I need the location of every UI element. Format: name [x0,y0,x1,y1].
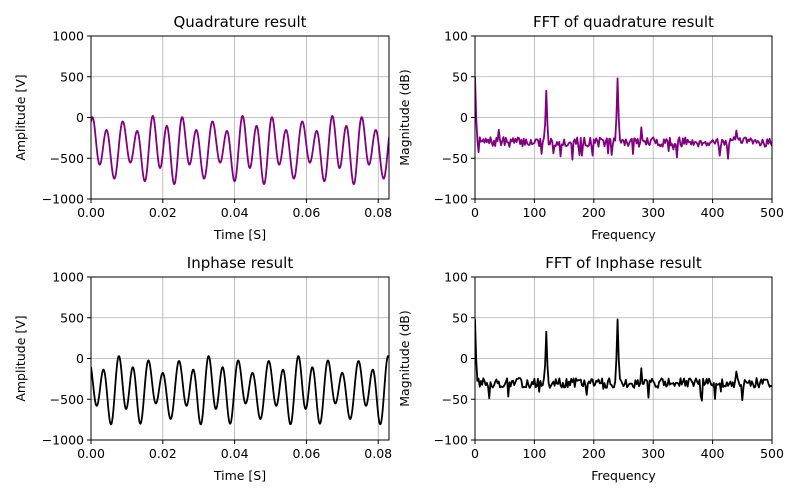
chart-title: Quadrature result [173,13,306,31]
x-tick-label: 200 [582,205,606,220]
y-tick-label: 100 [444,29,468,44]
y-tick-label: −500 [50,151,84,166]
y-axis-label: Amplitude [V] [13,74,28,160]
y-tick-label: 0 [460,351,468,366]
y-tick-label: −1000 [42,192,84,207]
x-axis-label: Time [S] [213,468,266,483]
y-tick-label: 1000 [52,29,84,44]
x-tick-label: 0.06 [292,205,320,220]
x-tick-label: 100 [522,446,546,461]
y-tick-label: 50 [452,69,468,84]
x-tick-label: 300 [641,446,665,461]
x-axis-label: Frequency [591,468,656,483]
chart-panel-1: 0.00 0.02 0.04 0.06 0.08 1000 500 0 −500 −1000 Qua… [13,13,392,242]
y-tick-label: −100 [434,192,468,207]
y-tick-label: −1000 [42,433,84,448]
y-tick-label: 50 [452,310,468,325]
x-tick-label: 500 [760,205,784,220]
y-axis-label: Magnitude (dB) [397,69,412,165]
y-tick-label: −50 [442,151,468,166]
x-tick-label: 0 [471,446,479,461]
x-tick-label: 0.00 [77,446,105,461]
x-tick-label: 400 [701,446,725,461]
x-axis-label: Time [S] [213,227,266,242]
chart-title: FFT of quadrature result [533,13,714,31]
y-axis-label: Amplitude [V] [13,315,28,401]
y-tick-label: 0 [76,110,84,125]
x-tick-label: 0.00 [77,205,105,220]
y-tick-label: 0 [76,351,84,366]
y-tick-label: −50 [442,392,468,407]
x-tick-label: 0.06 [292,446,320,461]
x-tick-label: 500 [760,446,784,461]
y-tick-label: 500 [60,69,84,84]
x-tick-label: 0 [471,205,479,220]
y-tick-label: 1000 [52,270,84,285]
x-tick-label: 0.04 [221,205,249,220]
x-tick-label: 100 [522,205,546,220]
series-line [91,115,389,186]
y-tick-label: 500 [60,310,84,325]
chart-panel-3: 0.00 0.02 0.04 0.06 0.08 1000 500 0 −500 −1000 Inp… [13,254,392,483]
x-tick-label: 0.02 [149,446,177,461]
x-tick-label: 200 [582,446,606,461]
y-axis-label: Magnitude (dB) [397,310,412,406]
x-tick-label: 0.08 [364,205,392,220]
y-tick-label: −500 [50,392,84,407]
x-tick-label: 0.02 [149,205,177,220]
y-tick-label: −100 [434,433,468,448]
series-line [475,76,772,161]
x-axis-label: Frequency [591,227,656,242]
chart-title: Inphase result [187,254,294,272]
chart-title: FFT of Inphase result [545,254,702,272]
x-tick-label: 300 [641,205,665,220]
x-tick-label: 0.08 [364,446,392,461]
series-line [91,355,389,426]
series-line [475,318,772,402]
x-tick-label: 0.04 [221,446,249,461]
y-tick-label: 0 [460,110,468,125]
y-tick-label: 100 [444,270,468,285]
x-tick-label: 400 [701,205,725,220]
